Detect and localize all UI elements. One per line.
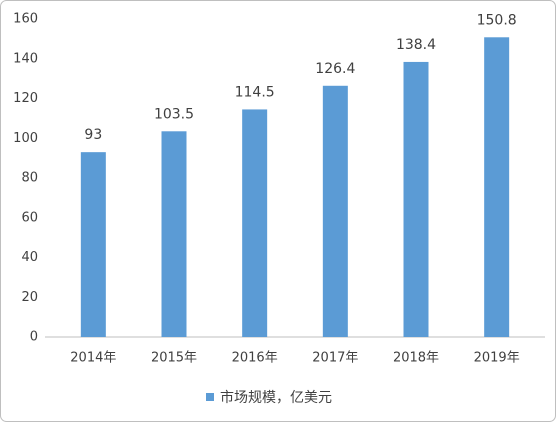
bar xyxy=(403,61,429,338)
data-label: 114.5 xyxy=(235,84,275,100)
data-label: 93 xyxy=(84,127,102,143)
x-tick-label: 2019年 xyxy=(474,351,520,366)
y-tick-label: 40 xyxy=(21,250,38,265)
data-label: 103.5 xyxy=(154,106,194,122)
data-label: 138.4 xyxy=(396,37,436,53)
bar xyxy=(242,109,268,338)
bar xyxy=(322,85,348,337)
bar xyxy=(161,131,187,337)
data-label: 126.4 xyxy=(315,61,355,77)
y-tick-label: 20 xyxy=(21,290,38,305)
x-tick-label: 2014年 xyxy=(70,351,116,366)
x-tick-label: 2016年 xyxy=(232,351,278,366)
y-tick-label: 160 xyxy=(13,12,38,27)
legend-swatch xyxy=(206,393,214,401)
bar xyxy=(484,37,510,337)
x-tick-label: 2018年 xyxy=(393,351,439,366)
y-tick-label: 0 xyxy=(30,330,38,345)
data-label: 150.8 xyxy=(477,12,517,28)
bar xyxy=(80,152,106,337)
y-tick-label: 100 xyxy=(13,131,38,146)
y-tick-label: 60 xyxy=(21,210,38,225)
y-tick-label: 120 xyxy=(13,91,38,106)
y-tick-label: 140 xyxy=(13,51,38,66)
legend-label: 市场规模，亿美元 xyxy=(220,389,332,406)
y-tick-label: 80 xyxy=(21,171,38,186)
x-tick-label: 2015年 xyxy=(151,351,197,366)
x-tick-label: 2017年 xyxy=(312,351,358,366)
